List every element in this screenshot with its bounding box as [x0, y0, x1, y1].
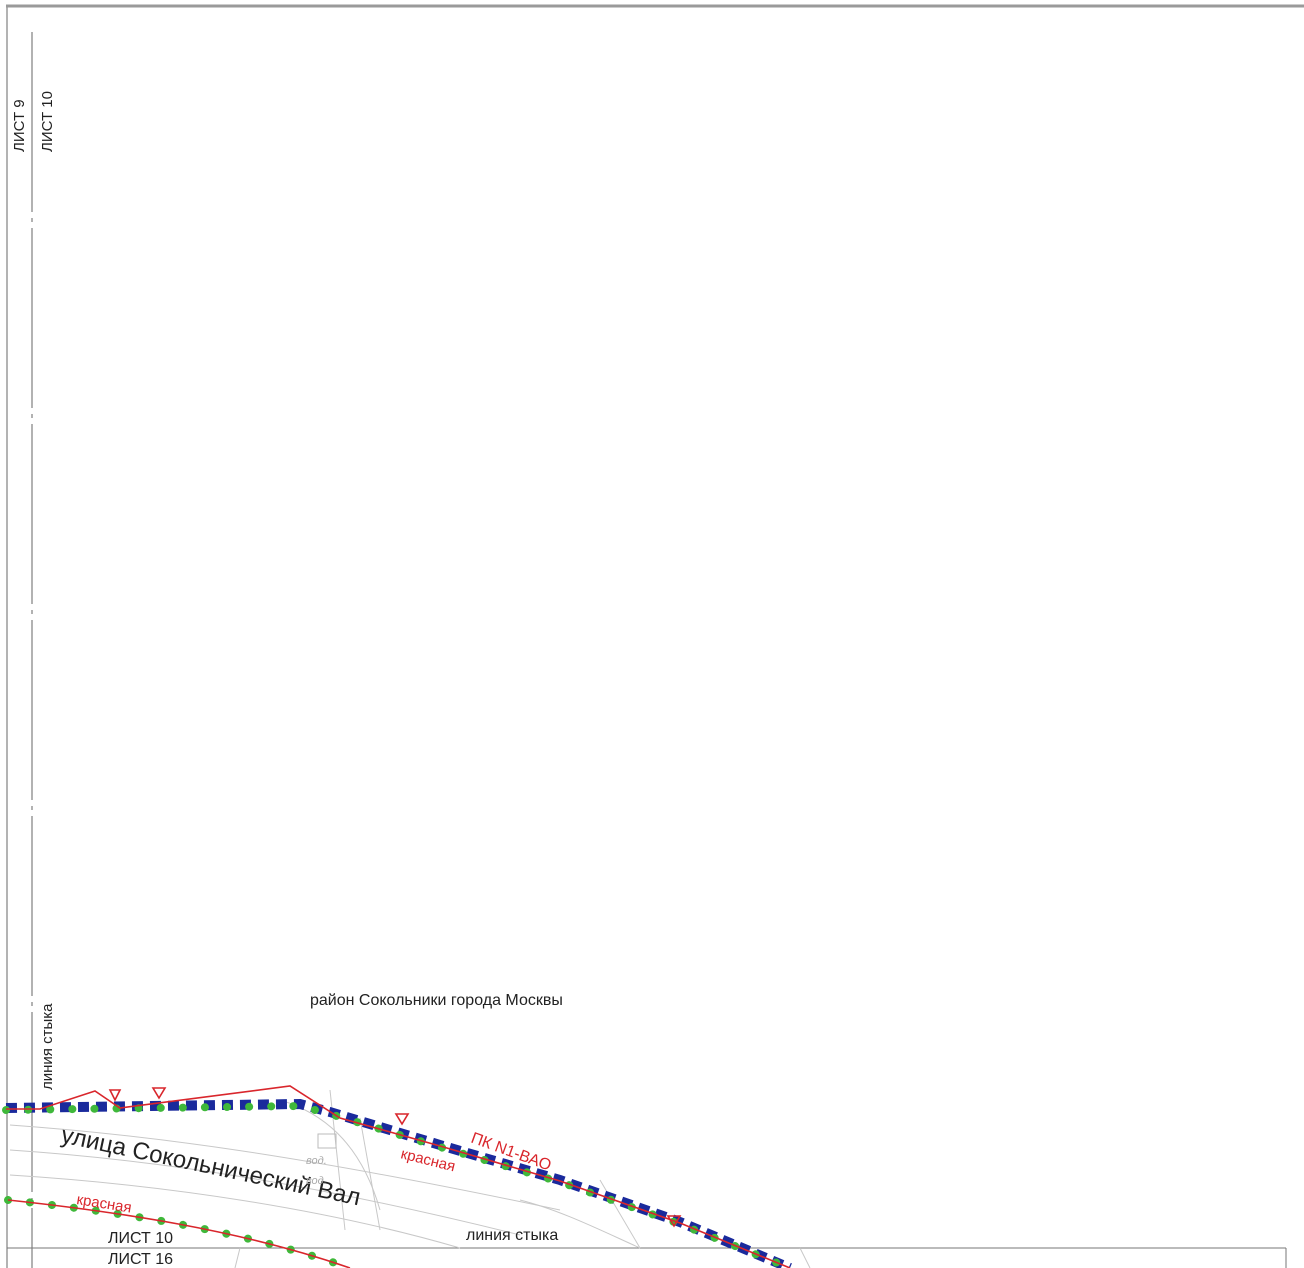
sheet-9-label: ЛИСТ 9 — [11, 99, 28, 152]
block-edge-6 — [234, 1247, 241, 1268]
triangle-marker-icon — [108, 1089, 122, 1102]
block-edge-4 — [599, 1179, 641, 1249]
street-edge-2 — [9, 1149, 521, 1236]
joint-line-vertical-label: линия стыка — [39, 1003, 56, 1090]
sheet-10-left-label: ЛИСТ 10 — [39, 91, 56, 152]
street-edge-3 — [9, 1174, 461, 1249]
triangle-markers — [108, 1087, 682, 1228]
alignment-lower — [4, 1196, 354, 1268]
district-label: район Сокольники города Москвы — [310, 992, 563, 1009]
alignment-upper — [2, 1085, 794, 1268]
triangle-marker-icon — [394, 1113, 410, 1126]
street-edge-1 — [9, 1124, 561, 1211]
red-line-label-lower: красная — [75, 1191, 132, 1216]
red-line-upper — [6, 1085, 791, 1268]
triangle-marker-icon — [666, 1215, 682, 1228]
red-line-label-upper: красная — [399, 1145, 457, 1175]
sheet-16-label: ЛИСТ 16 — [108, 1251, 173, 1268]
note-label-1: вод. — [306, 1155, 327, 1167]
note-label-2: вод. — [306, 1175, 327, 1187]
red-line-lower — [7, 1199, 351, 1268]
joint-line-bottom-label: линия стыка — [466, 1227, 558, 1244]
triangle-marker-icon — [151, 1087, 167, 1100]
sheet-10-bottom-label: ЛИСТ 10 — [108, 1230, 173, 1247]
base-map — [9, 1089, 811, 1268]
building-marker — [317, 1133, 337, 1149]
green-line-upper — [2, 1101, 794, 1268]
sheet-frame — [6, 4, 1304, 1268]
block-edge-2 — [359, 1117, 381, 1231]
block-edge-5 — [799, 1247, 811, 1268]
block-edge-3 — [519, 1199, 641, 1249]
